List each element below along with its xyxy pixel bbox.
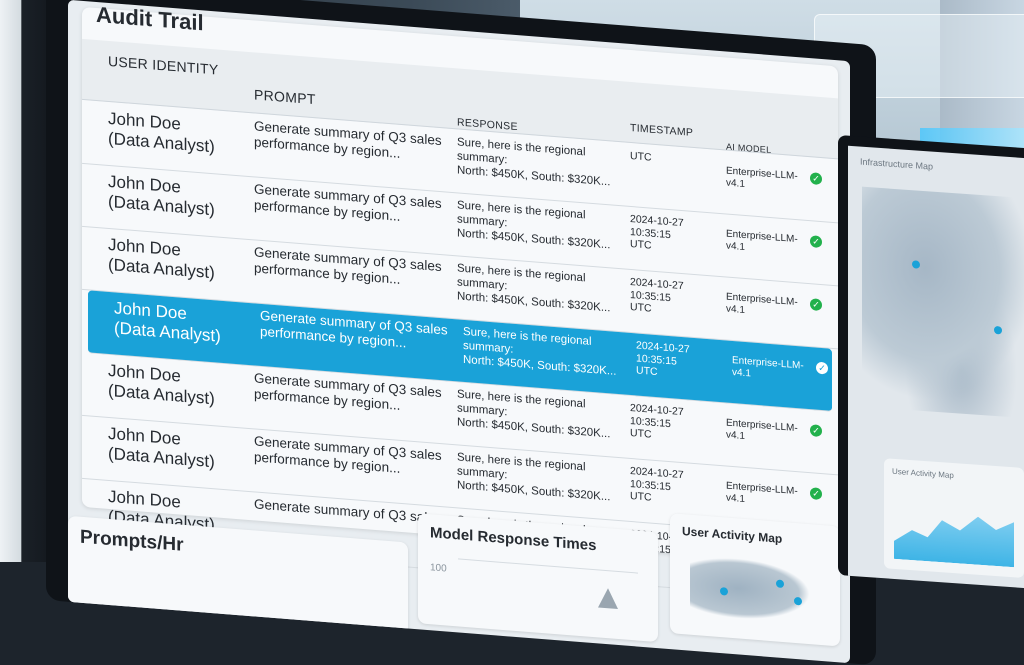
axis-tick: 100: [430, 562, 447, 575]
map-marker: [776, 579, 784, 589]
widget-title: User Activity Map: [892, 466, 954, 481]
column-header-user[interactable]: USER IDENTITY: [108, 52, 219, 78]
chart-peak: [598, 587, 618, 610]
main-screen: Audit Trail USER IDENTITY PROMPT RESPONS…: [68, 0, 850, 664]
user-identity-cell: John Doe (Data Analyst): [108, 424, 248, 476]
model-cell: Enterprise-LLM-v4.1: [732, 354, 804, 380]
audit-trail-panel: Audit Trail USER IDENTITY PROMPT RESPONS…: [82, 2, 838, 602]
check-icon: ✓: [810, 298, 822, 312]
world-map: [690, 554, 810, 625]
user-identity-cell: John Doe (Data Analyst): [108, 109, 248, 161]
right-screen-title: Infrastructure Map: [860, 156, 934, 172]
main-monitor: Audit Trail USER IDENTITY PROMPT RESPONS…: [46, 0, 876, 665]
user-activity-widget[interactable]: User Activity Map: [884, 458, 1024, 579]
response-times-widget[interactable]: Model Response Times 100: [418, 513, 658, 643]
response-cell: Sure, here is the regional summary: North…: [457, 199, 627, 254]
map-marker: [720, 587, 728, 596]
check-icon: ✓: [810, 172, 822, 186]
right-screen: Infrastructure Map User Activity Map: [848, 145, 1024, 589]
check-icon: ✓: [816, 361, 828, 375]
model-cell: Enterprise-LLM-v4.1: [726, 417, 798, 443]
panel-title: Audit Trail: [96, 1, 204, 36]
response-cell: Sure, here is the regional summary: North…: [457, 262, 627, 317]
timestamp-cell: 2024-10-27 10:35:15 UTC: [630, 276, 720, 321]
user-identity-cell: John Doe (Data Analyst): [108, 361, 248, 413]
column-header-prompt[interactable]: PROMPT: [254, 86, 316, 108]
check-icon: ✓: [810, 235, 822, 249]
map-marker: [912, 260, 920, 269]
timestamp-cell: 2024-10-27 10:35:15 UTC: [630, 213, 720, 258]
response-cell: Sure, here is the regional summary: North…: [463, 326, 633, 381]
model-cell: Enterprise-LLM-v4.1: [726, 228, 798, 254]
user-activity-map-widget[interactable]: User Activity Map: [670, 513, 840, 647]
response-cell: Sure, here is the regional summary: North…: [457, 136, 627, 191]
timestamp-cell: 2024-10-27 10:35:15 UTC: [636, 339, 726, 384]
user-identity-cell: John Doe (Data Analyst): [108, 235, 248, 287]
map-marker: [994, 325, 1002, 335]
widget-title: Model Response Times: [430, 524, 597, 555]
model-cell: Enterprise-LLM-v4.1: [726, 291, 798, 317]
check-icon: ✓: [810, 487, 822, 501]
right-monitor: Infrastructure Map User Activity Map: [838, 135, 1024, 589]
model-cell: Enterprise-LLM-v4.1: [726, 165, 798, 191]
widget-title: Prompts/Hr: [80, 526, 184, 556]
response-cell: Sure, here is the regional summary: North…: [457, 388, 627, 443]
map-marker: [794, 596, 802, 606]
timestamp-cell: 2024-10-27 10:35:15 UTC: [630, 402, 720, 447]
timestamp-zone: UTC: [630, 149, 652, 164]
user-identity-cell: John Doe (Data Analyst): [114, 298, 254, 350]
timestamp-cell: 2024-10-27 10:35:15 UTC: [630, 465, 720, 510]
user-identity-cell: John Doe (Data Analyst): [108, 172, 248, 224]
activity-area-chart: [894, 499, 1014, 567]
model-cell: Enterprise-LLM-v4.1: [726, 480, 798, 506]
response-cell: Sure, here is the regional summary: North…: [457, 451, 627, 506]
timestamp-cell: UTC: [630, 150, 720, 170]
widget-title: User Activity Map: [682, 524, 783, 546]
check-icon: ✓: [810, 424, 822, 438]
gridline: [458, 558, 638, 574]
infrastructure-map: [862, 186, 1024, 420]
